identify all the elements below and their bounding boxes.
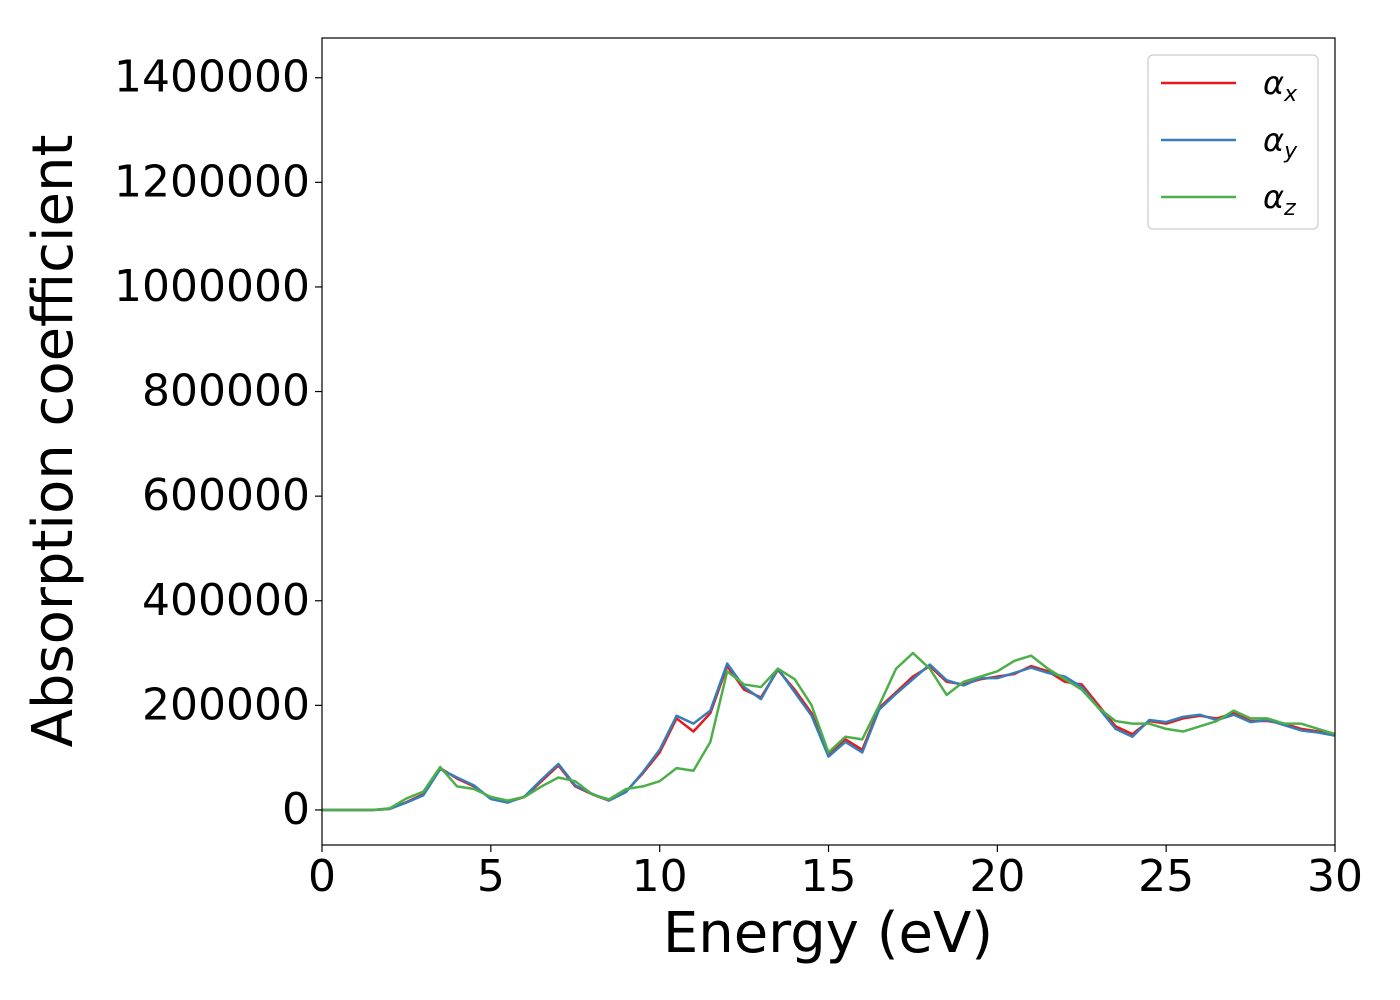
- data-line: [322, 651, 1336, 812]
- y-tick-label: 0: [282, 784, 310, 835]
- y-tick-label: 1400000: [114, 52, 310, 103]
- x-tick-label: 10: [632, 851, 688, 902]
- legend-box: [1147, 54, 1319, 230]
- y-axis-label: Absorption coefficient: [21, 135, 86, 748]
- legend-label: αx: [1263, 64, 1298, 107]
- y-tick-label: 1000000: [114, 261, 310, 312]
- x-tick-label: 15: [801, 851, 857, 902]
- x-tick-label: 30: [1307, 851, 1363, 902]
- x-axis-label: Energy (eV): [663, 901, 993, 966]
- y-tick-label: 600000: [142, 470, 310, 521]
- y-tick-label: 400000: [142, 575, 310, 626]
- plot-frame: [321, 37, 1336, 846]
- y-tick-label: 200000: [142, 679, 310, 730]
- x-tick-label: 5: [477, 851, 505, 902]
- legend-label: αy: [1263, 121, 1298, 164]
- y-tick-label: 1200000: [114, 156, 310, 207]
- x-tick-label: 20: [969, 851, 1025, 902]
- legend-label: αz: [1263, 178, 1296, 221]
- y-tick-label: 800000: [142, 366, 310, 417]
- x-tick-label: 25: [1138, 851, 1194, 902]
- x-tick-label: 0: [308, 851, 336, 902]
- data-line: [322, 662, 1336, 812]
